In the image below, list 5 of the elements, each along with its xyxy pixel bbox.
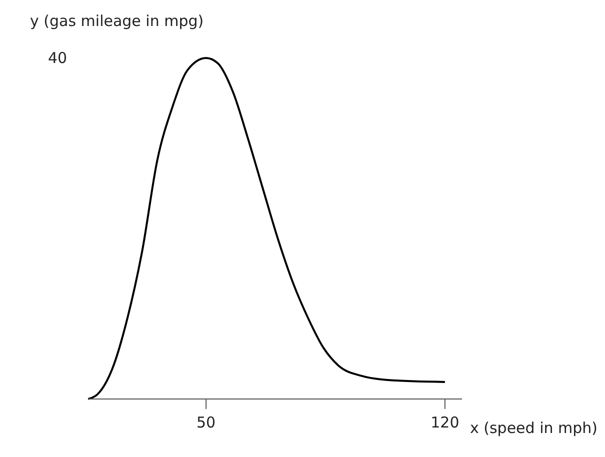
x-axis-title: x (speed in mph) — [470, 419, 598, 437]
y-axis-title: y (gas mileage in mpg) — [30, 12, 204, 30]
x-tick-label: 120 — [430, 414, 460, 432]
text: 40 — [48, 49, 68, 67]
x-tick-label: 50 — [196, 414, 216, 432]
